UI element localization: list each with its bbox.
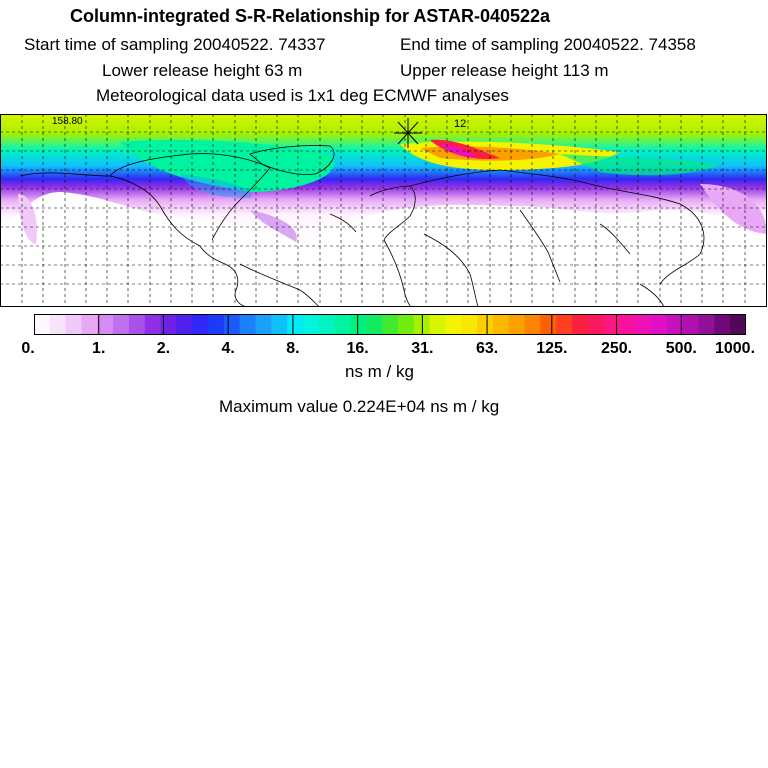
- colorbar-swatch: [666, 314, 684, 335]
- colorbar-swatch: [113, 314, 130, 335]
- colorbar-tick-label: 31.: [411, 340, 434, 357]
- colorbar-swatch: [287, 314, 304, 335]
- colorbar-swatch: [714, 314, 731, 335]
- colorbar-swatch: [318, 314, 336, 335]
- colorbar-frame: [34, 314, 746, 335]
- colorbar-swatch: [128, 314, 146, 335]
- colorbar-tick-label: 8.: [286, 340, 300, 357]
- plot-title: Column-integrated S-R-Relationship for A…: [70, 6, 551, 26]
- colorbar-swatch: [730, 314, 746, 335]
- colorbar-tick-label: 2.: [156, 340, 171, 357]
- met-data-note: Meteorological data used is 1x1 deg ECMW…: [96, 86, 509, 105]
- colorbar-tick-label: 500.: [665, 340, 697, 357]
- colorbar-swatch: [429, 314, 446, 335]
- colorbar-swatch: [144, 314, 162, 335]
- colorbar-swatch: [571, 314, 589, 335]
- colorbar-unit-label: ns m / kg: [345, 362, 414, 381]
- colorbar-swatch: [366, 314, 383, 335]
- map-corner-label: 158.80: [52, 116, 83, 127]
- sensitivity-map: 12 158.80: [0, 114, 767, 307]
- colorbar-swatch: [176, 314, 193, 335]
- colorbar-swatch: [461, 314, 478, 335]
- map-frame: [0, 114, 767, 307]
- colorbar-swatch: [208, 314, 225, 335]
- colorbar-swatch: [255, 314, 272, 335]
- colorbar-tick-label: 16.: [346, 340, 369, 357]
- purple-plume-mid: [250, 210, 297, 242]
- colorbar-tick-label: 250.: [600, 340, 633, 357]
- colorbar-swatch: [49, 314, 67, 335]
- start-time: Start time of sampling 20040522. 74337: [24, 35, 326, 54]
- colorbar-swatch: [556, 314, 573, 335]
- colorbar-swatch: [397, 314, 415, 335]
- maximum-value: Maximum value 0.224E+04 ns m / kg: [219, 397, 500, 416]
- colorbar-swatch: [302, 314, 320, 335]
- red-core: [430, 139, 500, 160]
- colorbar-swatch: [492, 314, 510, 335]
- colorbar-tick-label: 0.: [21, 340, 35, 357]
- colorbar: [34, 314, 746, 335]
- cyan-region: [180, 174, 252, 198]
- colorbar-swatch: [619, 314, 636, 335]
- colorbar-swatch: [239, 314, 257, 335]
- colorbar-tick-label: 1000.: [714, 340, 756, 357]
- purple-plume-west: [18, 194, 37, 244]
- end-time: End time of sampling 20040522. 74358: [400, 35, 696, 54]
- colorbar-swatch: [382, 314, 399, 335]
- colorbar-swatch: [540, 314, 557, 335]
- colorbar-swatch: [271, 314, 288, 335]
- colorbar-tick-label: 125.: [536, 340, 568, 357]
- colorbar-swatch: [65, 314, 82, 335]
- colorbar-swatch: [81, 314, 98, 335]
- colorbar-swatch: [698, 314, 715, 335]
- colorbar-swatch: [350, 314, 367, 335]
- colorbar-swatch: [223, 314, 241, 335]
- colorbar-swatch: [477, 314, 494, 335]
- green-arctic-area: [120, 139, 335, 192]
- colorbar-swatch: [334, 314, 351, 335]
- colorbar-swatch: [524, 314, 541, 335]
- colorbar-swatch: [587, 314, 605, 335]
- receptor-marker: [394, 118, 422, 148]
- colorbar-swatch: [34, 314, 51, 335]
- colorbar-swatch: [651, 314, 668, 335]
- colorbar-swatch: [635, 314, 652, 335]
- colorbar-tick-label: 4.: [221, 340, 235, 357]
- upper-release-height: Upper release height 113 m: [400, 61, 609, 80]
- colorbar-swatch: [445, 314, 462, 335]
- grid-lines: [0, 114, 767, 307]
- colorbar-swatch: [97, 314, 114, 335]
- colorbar-swatch: [682, 314, 700, 335]
- colorbar-tick-label: 63.: [475, 340, 499, 357]
- purple-plume-east: [700, 184, 767, 234]
- lower-release-height: Lower release height 63 m: [102, 61, 303, 80]
- colorbar-swatch: [603, 314, 620, 335]
- receptor-label: 12: [454, 118, 466, 130]
- colorbar-swatch: [160, 314, 177, 335]
- colorbar-tick-label: 1.: [92, 340, 106, 357]
- coastlines: [19, 145, 705, 307]
- colorbar-swatch: [508, 314, 525, 335]
- colorbar-swatch: [192, 314, 209, 335]
